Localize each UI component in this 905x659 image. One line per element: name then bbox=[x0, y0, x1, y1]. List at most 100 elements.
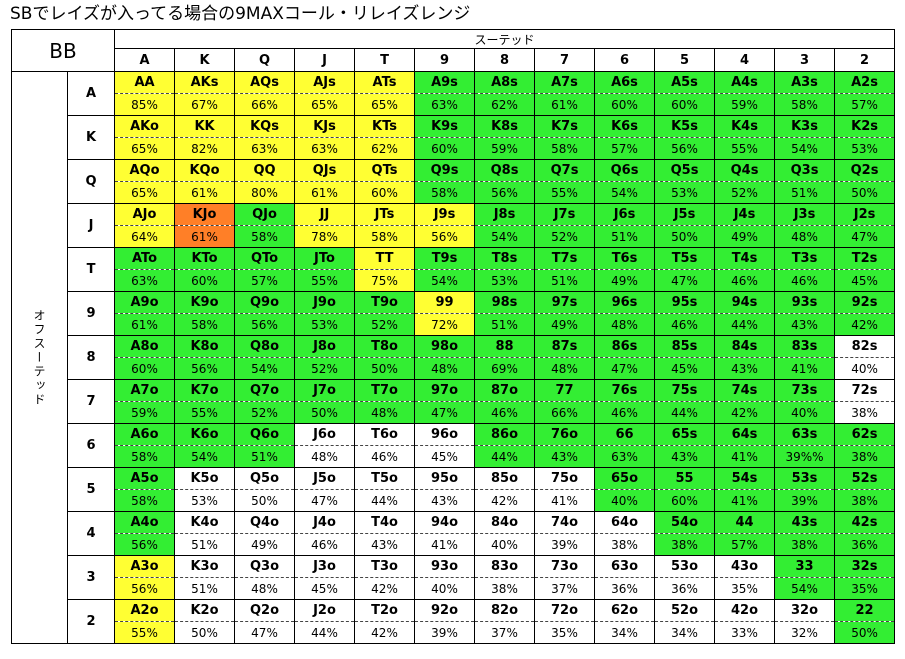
hand-cell: KQo bbox=[174, 159, 236, 182]
percent-cell: 38% bbox=[474, 577, 536, 600]
percent-cell: 40% bbox=[834, 357, 896, 380]
percent-cell: 63% bbox=[414, 93, 476, 116]
hand-cell: Q8o bbox=[234, 335, 296, 358]
hand-cell: Q9s bbox=[414, 159, 476, 182]
percent-cell: 45% bbox=[294, 577, 356, 600]
hand-cell: 65o bbox=[594, 467, 656, 490]
row-J-hands: J AJo KJo QJo JJ JTs J9s J8s J7s J6s J5s J4s J3s J2s bbox=[12, 203, 896, 248]
hand-cell: T2o bbox=[354, 599, 416, 622]
hand-cell: JTo bbox=[294, 247, 356, 270]
hand-cell: J4s bbox=[714, 203, 776, 226]
row-T-hands: T ATo KTo QTo JTo TT T9s T8s T7s T6s T5s T4s T3s T2s bbox=[12, 247, 896, 292]
column-header-6: 6 bbox=[594, 48, 656, 72]
percent-cell: 39% bbox=[534, 533, 596, 556]
percent-cell: 47% bbox=[594, 357, 656, 380]
row-3-hands: 3 A3o K3o Q3o J3o T3o 93o 83o 73o 63o 53o 43o 33 32s bbox=[12, 555, 896, 600]
hand-cell: AJo bbox=[114, 203, 176, 226]
hand-cell: 87o bbox=[474, 379, 536, 402]
hand-cell: A3o bbox=[114, 555, 176, 578]
percent-cell: 34% bbox=[594, 621, 656, 644]
percent-cell: 57% bbox=[834, 93, 896, 116]
hand-cell: 85s bbox=[654, 335, 716, 358]
hand-cell: 86s bbox=[594, 335, 656, 358]
percent-cell: 65% bbox=[354, 93, 416, 116]
percent-cell: 39% bbox=[414, 621, 476, 644]
row-J-percents: 64% 61% 58% 78% 58% 56% 54% 52% 51% 50% 49% 48% 47% bbox=[12, 225, 896, 248]
row-4-hands: 4 A4o K4o Q4o J4o T4o 94o 84o 74o 64o 54o 44 43s 42s bbox=[12, 511, 896, 556]
percent-cell: 34% bbox=[654, 621, 716, 644]
hand-cell: K2o bbox=[174, 599, 236, 622]
hand-cell: 66 bbox=[594, 423, 656, 446]
percent-cell: 55% bbox=[534, 181, 596, 204]
percent-cell: 60% bbox=[114, 357, 176, 380]
hand-cell: T8o bbox=[354, 335, 416, 358]
hand-cell: 62o bbox=[594, 599, 656, 622]
percent-cell: 59% bbox=[474, 137, 536, 160]
hand-cell: 76o bbox=[534, 423, 596, 446]
column-header-2: 2 bbox=[834, 48, 896, 72]
hand-cell: 63o bbox=[594, 555, 656, 578]
row-6-percents: 58% 54% 51% 48% 46% 45% 44% 43% 63% 43% 41% 39%% 38% bbox=[12, 445, 896, 468]
hand-cell: Q7o bbox=[234, 379, 296, 402]
percent-cell: 43% bbox=[534, 445, 596, 468]
hand-cell: A4s bbox=[714, 71, 776, 94]
hand-cell: J2s bbox=[834, 203, 896, 226]
percent-cell: 62% bbox=[354, 137, 416, 160]
percent-cell: 37% bbox=[534, 577, 596, 600]
percent-cell: 46% bbox=[474, 401, 536, 424]
hand-cell: AKo bbox=[114, 115, 176, 138]
hand-cell: 87s bbox=[534, 335, 596, 358]
percent-cell: 33% bbox=[714, 621, 776, 644]
percent-cell: 40% bbox=[474, 533, 536, 556]
percent-cell: 48% bbox=[414, 357, 476, 380]
percent-cell: 39% bbox=[774, 489, 836, 512]
percent-cell: 44% bbox=[294, 621, 356, 644]
hand-cell: Q3s bbox=[774, 159, 836, 182]
row-A-hands: オフスーテッド A AA AKs AQs AJs ATs A9s A8s A7s A6s A5s A4s… bbox=[11, 71, 896, 644]
column-header-7: 7 bbox=[534, 48, 596, 72]
hand-cell: Q6s bbox=[594, 159, 656, 182]
corner-label: BB bbox=[10, 29, 116, 72]
percent-cell: 58% bbox=[234, 225, 296, 248]
hand-cell: J3s bbox=[774, 203, 836, 226]
percent-cell: 51% bbox=[474, 313, 536, 336]
percent-cell: 48% bbox=[294, 445, 356, 468]
hand-cell: Q2s bbox=[834, 159, 896, 182]
hand-cell: QQ bbox=[234, 159, 296, 182]
percent-cell: 60% bbox=[174, 269, 236, 292]
row-header-Q: Q bbox=[66, 159, 116, 204]
percent-cell: 52% bbox=[294, 357, 356, 380]
percent-cell: 41% bbox=[534, 489, 596, 512]
percent-cell: 55% bbox=[294, 269, 356, 292]
percent-cell: 63% bbox=[114, 269, 176, 292]
hand-cell: A7o bbox=[114, 379, 176, 402]
percent-cell: 43% bbox=[774, 313, 836, 336]
hand-cell: QJo bbox=[234, 203, 296, 226]
percent-cell: 48% bbox=[234, 577, 296, 600]
percent-cell: 47% bbox=[834, 225, 896, 248]
suited-label: スーテッド bbox=[114, 29, 896, 49]
percent-cell: 54% bbox=[174, 445, 236, 468]
hand-cell: A4o bbox=[114, 511, 176, 534]
percent-cell: 56% bbox=[414, 225, 476, 248]
hand-cell: J6o bbox=[294, 423, 356, 446]
hand-cell: T5s bbox=[654, 247, 716, 270]
hand-cell: 53o bbox=[654, 555, 716, 578]
row-header-6: 6 bbox=[66, 423, 116, 468]
percent-cell: 58% bbox=[414, 181, 476, 204]
hand-cell: 84s bbox=[714, 335, 776, 358]
percent-cell: 55% bbox=[114, 621, 176, 644]
percent-cell: 56% bbox=[114, 577, 176, 600]
percent-cell: 35% bbox=[714, 577, 776, 600]
hand-cell: 65s bbox=[654, 423, 716, 446]
hand-cell: 99 bbox=[414, 291, 476, 314]
row-K-hands: K AKo KK KQs KJs KTs K9s K8s K7s K6s K5s K4s K3s K2s bbox=[12, 115, 896, 160]
hand-cell: A9s bbox=[414, 71, 476, 94]
hand-cell: 76s bbox=[594, 379, 656, 402]
hand-cell: Q5o bbox=[234, 467, 296, 490]
hand-cell: 98o bbox=[414, 335, 476, 358]
hand-cell: KJs bbox=[294, 115, 356, 138]
column-header-A: A bbox=[114, 48, 176, 72]
percent-cell: 42% bbox=[474, 489, 536, 512]
percent-cell: 56% bbox=[234, 313, 296, 336]
